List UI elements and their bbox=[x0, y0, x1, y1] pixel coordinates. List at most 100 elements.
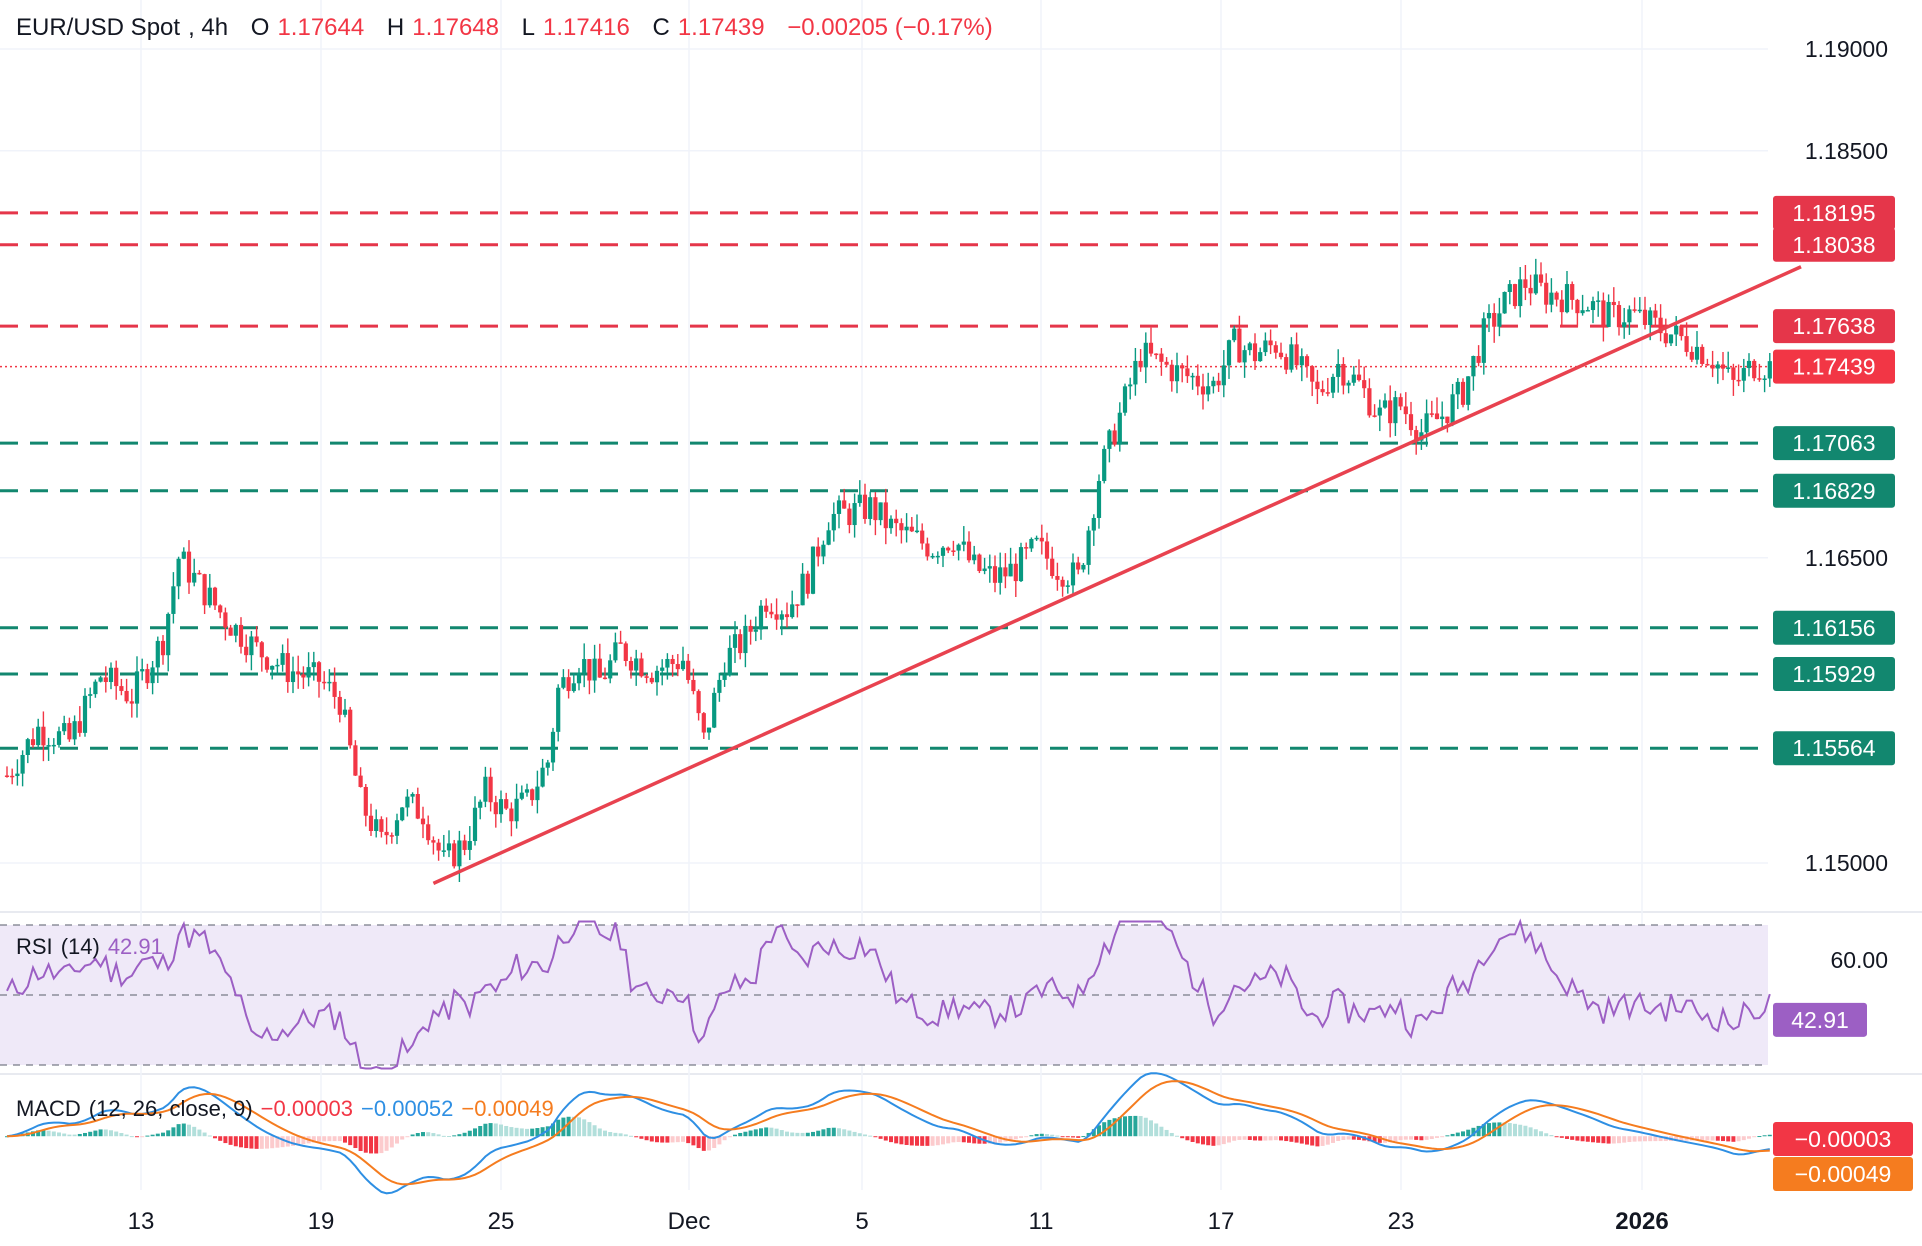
macd-histogram-bar bbox=[67, 1134, 72, 1137]
macd-histogram-bar bbox=[889, 1136, 893, 1143]
signal-line bbox=[6, 1080, 1770, 1186]
candle-body bbox=[1450, 394, 1455, 424]
macd-legend-signal: −0.00049 bbox=[461, 1096, 554, 1121]
macd-histogram-bar bbox=[1164, 1129, 1169, 1137]
macd-histogram-bar bbox=[909, 1136, 914, 1146]
candle-body bbox=[1663, 333, 1668, 344]
macd-histogram-bar bbox=[1305, 1136, 1309, 1145]
macd-histogram-bar bbox=[1757, 1136, 1762, 1138]
macd-histogram-bar bbox=[1357, 1136, 1361, 1140]
macd-histogram-bar bbox=[1331, 1136, 1335, 1143]
rsi-legend[interactable]: RSI (14) 42.91 bbox=[16, 934, 171, 960]
candle-body bbox=[296, 671, 301, 675]
time-axis-label: 19 bbox=[308, 1208, 335, 1235]
macd-histogram-bar bbox=[213, 1136, 217, 1139]
macd-histogram-bar bbox=[467, 1130, 472, 1137]
candle-body bbox=[800, 573, 805, 606]
macd-histogram-bar bbox=[738, 1132, 743, 1137]
macd-histogram-bar bbox=[83, 1132, 87, 1137]
macd-histogram-bar bbox=[166, 1130, 171, 1137]
candle-body bbox=[1611, 301, 1616, 306]
macd-histogram-bar bbox=[1523, 1125, 1528, 1137]
macd-histogram-bar bbox=[1653, 1136, 1658, 1142]
candle-body bbox=[1445, 416, 1450, 424]
macd-histogram-bar bbox=[1710, 1136, 1715, 1141]
symbol-text: EUR/USD Spot bbox=[16, 14, 181, 41]
macd-histogram-bar bbox=[1497, 1122, 1502, 1137]
candle-body bbox=[452, 843, 457, 867]
symbol-name[interactable]: EUR/USD Spot, 4h bbox=[16, 14, 229, 41]
macd-histogram-bar bbox=[753, 1129, 758, 1137]
macd-histogram-bar bbox=[795, 1132, 800, 1137]
macd-histogram-bar bbox=[1617, 1136, 1621, 1144]
macd-histogram-bar bbox=[1013, 1136, 1018, 1140]
macd-histogram-bar bbox=[769, 1127, 774, 1137]
candle-body bbox=[1159, 353, 1164, 362]
candle-body bbox=[134, 671, 140, 704]
candle-body bbox=[888, 518, 894, 529]
rsi-value-label: 42.91 bbox=[1791, 1007, 1849, 1033]
macd-histogram-bar bbox=[317, 1136, 321, 1142]
candle-body bbox=[1382, 400, 1388, 408]
price-level-badge bbox=[1773, 656, 1895, 691]
candle-body bbox=[405, 796, 410, 808]
macd-legend[interactable]: MACD (12, 26, close, 9) −0.00003 −0.00052 −0… bbox=[16, 1096, 562, 1122]
candle-body bbox=[41, 726, 46, 746]
high-label: H bbox=[386, 14, 405, 41]
candle-body bbox=[1315, 381, 1320, 390]
candle-body bbox=[1263, 340, 1268, 353]
candle-body bbox=[275, 664, 280, 667]
candle-body bbox=[1486, 312, 1492, 319]
candle-body bbox=[1601, 300, 1606, 327]
candle-body bbox=[930, 555, 935, 558]
candle-body bbox=[290, 671, 296, 683]
candle-body bbox=[909, 526, 914, 532]
macd-histogram-bar bbox=[98, 1129, 103, 1137]
macd-histogram-bar bbox=[722, 1136, 727, 1141]
macd-histogram-bar bbox=[998, 1136, 1003, 1143]
candle-body bbox=[1050, 558, 1055, 577]
macd-histogram-bar bbox=[920, 1136, 925, 1146]
macd-histogram-bar bbox=[119, 1133, 124, 1137]
candle-body bbox=[935, 555, 940, 558]
candle-body bbox=[1741, 368, 1746, 381]
candle-body bbox=[254, 636, 259, 643]
macd-histogram-bar bbox=[1117, 1117, 1122, 1137]
candle-body bbox=[857, 494, 862, 504]
candle-body bbox=[987, 566, 992, 569]
macd-histogram-bar bbox=[1102, 1122, 1107, 1137]
candle-body bbox=[1559, 299, 1564, 313]
macd-histogram-bar bbox=[77, 1133, 82, 1137]
macd-histogram-bar bbox=[972, 1136, 977, 1144]
macd-histogram-bar bbox=[1232, 1136, 1237, 1141]
close-value: C 1.17439 bbox=[652, 14, 772, 41]
macd-histogram-bar bbox=[1435, 1136, 1439, 1138]
macd-histogram-bar bbox=[883, 1136, 888, 1141]
macd-histogram-bar bbox=[727, 1136, 732, 1138]
candle-body bbox=[56, 731, 62, 745]
macd-histogram-bar bbox=[72, 1134, 77, 1137]
macd-histogram-bar bbox=[1549, 1135, 1554, 1137]
macd-histogram-bar bbox=[967, 1136, 971, 1143]
candle-body bbox=[883, 502, 888, 529]
macd-histogram-bar bbox=[821, 1129, 826, 1137]
macd-histogram-bar bbox=[1570, 1136, 1575, 1140]
candle-body bbox=[493, 802, 498, 815]
macd-histogram-bar bbox=[426, 1132, 431, 1137]
time-axis-label: Dec bbox=[668, 1208, 711, 1235]
candle-body bbox=[873, 497, 878, 521]
candle-body bbox=[1018, 547, 1024, 582]
candle-body bbox=[1668, 334, 1674, 344]
candle-body bbox=[488, 776, 493, 803]
candle-body bbox=[1107, 430, 1112, 449]
candle-body bbox=[1762, 378, 1767, 381]
candle-body bbox=[1138, 360, 1143, 368]
candle-body bbox=[10, 775, 15, 778]
macd-histogram-bar bbox=[51, 1131, 56, 1137]
macd-histogram-bar bbox=[1185, 1136, 1190, 1141]
candle-body bbox=[1455, 381, 1460, 395]
macd-histogram-bar bbox=[202, 1132, 207, 1137]
candle-body bbox=[1242, 350, 1247, 363]
candle-body bbox=[649, 677, 654, 683]
macd-histogram-bar bbox=[863, 1134, 867, 1137]
